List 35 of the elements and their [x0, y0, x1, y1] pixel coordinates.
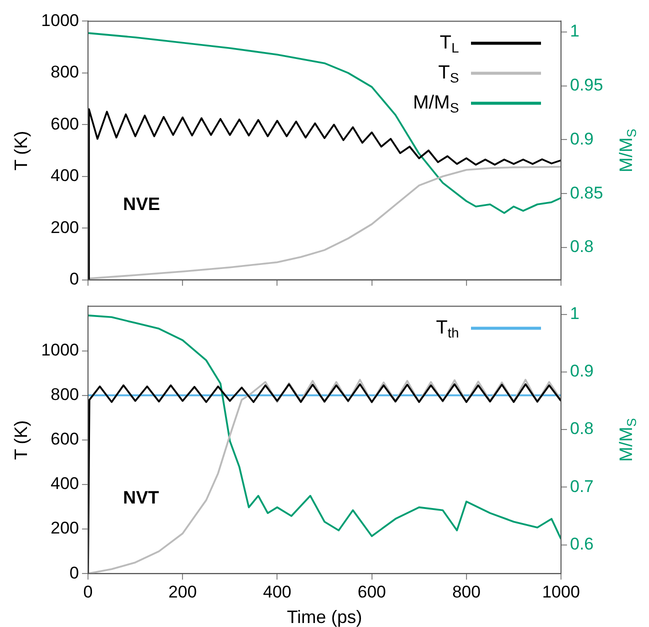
y2-tick-label: 0.85: [570, 183, 604, 202]
y-tick-label: 400: [50, 166, 79, 186]
y-tick-label: 200: [50, 518, 79, 538]
y-tick-label: 0: [70, 269, 79, 288]
y2-axis-title: M/MS: [616, 418, 639, 462]
x-tick-label: 400: [263, 582, 292, 602]
annotation: NVE: [123, 194, 160, 214]
y2-tick-label: 0.8: [570, 419, 594, 438]
y2-tick-label: 0.7: [570, 476, 594, 496]
x-tick-label: 0: [83, 582, 93, 602]
y-axis-title: T (K): [10, 420, 31, 460]
y2-tick-label: 1: [570, 304, 580, 323]
y-tick-label: 800: [50, 385, 79, 404]
annotation: NVT: [123, 488, 160, 508]
y-axis-title: T (K): [10, 130, 31, 170]
y2-tick-label: 0.95: [570, 76, 604, 95]
y-tick-label: 800: [50, 62, 79, 82]
x-tick-label: 1000: [542, 582, 580, 602]
x-axis-title: Time (ps): [286, 606, 362, 627]
y2-tick-label: 0.8: [570, 237, 594, 256]
x-tick-label: 800: [452, 582, 481, 602]
y-tick-label: 600: [50, 430, 79, 449]
y2-axis-title: M/MS: [616, 128, 639, 172]
x-tick-label: 200: [168, 582, 197, 602]
y2-tick-label: 0.9: [570, 129, 594, 148]
y-tick-label: 1000: [41, 10, 79, 30]
y-tick-label: 200: [50, 218, 79, 237]
y2-tick-label: 0.6: [570, 534, 594, 554]
y2-tick-label: 1: [570, 22, 580, 41]
y-tick-label: 1000: [41, 340, 79, 360]
y-tick-label: 600: [50, 114, 79, 134]
x-tick-label: 600: [358, 582, 386, 602]
y-tick-label: 0: [70, 563, 79, 582]
y-tick-label: 400: [50, 474, 79, 494]
y2-tick-label: 0.9: [570, 362, 594, 381]
